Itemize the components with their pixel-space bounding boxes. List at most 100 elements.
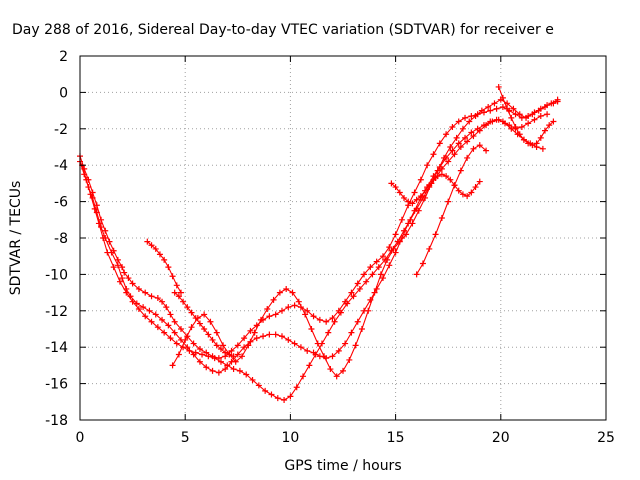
- y-tick-label: -18: [45, 413, 68, 429]
- data-point-plus-marker: [154, 295, 161, 302]
- data-point-plus-marker: [434, 173, 441, 180]
- data-point-plus-marker: [264, 305, 271, 312]
- data-point-plus-marker: [272, 311, 279, 318]
- data-point-plus-marker: [196, 358, 203, 365]
- data-point-plus-marker: [401, 194, 408, 201]
- data-point-plus-marker: [205, 353, 212, 360]
- data-point-plus-marker: [483, 122, 490, 129]
- data-point-plus-marker: [213, 329, 220, 336]
- data-point-plus-marker: [508, 125, 515, 132]
- data-series: [77, 111, 551, 376]
- data-point-plus-marker: [462, 114, 469, 121]
- data-point-plus-marker: [348, 289, 355, 296]
- data-point-plus-marker: [116, 278, 123, 285]
- data-point-plus-marker: [217, 358, 224, 365]
- data-point-plus-marker: [142, 289, 149, 296]
- data-point-plus-marker: [102, 227, 109, 234]
- data-point-plus-marker: [390, 245, 397, 252]
- data-point-plus-marker: [188, 309, 195, 316]
- data-point-plus-marker: [310, 313, 317, 320]
- data-point-plus-marker: [422, 194, 429, 201]
- data-point-plus-marker: [419, 260, 426, 267]
- data-point-plus-marker: [251, 329, 258, 336]
- data-point-plus-marker: [173, 340, 180, 347]
- data-point-plus-marker: [392, 231, 399, 238]
- data-point-plus-marker: [276, 289, 283, 296]
- data-point-plus-marker: [312, 351, 319, 358]
- plot-area: [77, 83, 561, 403]
- y-tick-label: -12: [45, 304, 68, 320]
- data-point-plus-marker: [190, 340, 197, 347]
- data-point-plus-marker: [464, 138, 471, 145]
- data-point-plus-marker: [457, 144, 464, 150]
- y-tick-label: 0: [59, 85, 68, 101]
- data-point-plus-marker: [466, 118, 473, 125]
- data-point-plus-marker: [297, 344, 304, 351]
- data-point-plus-marker: [445, 158, 452, 165]
- data-point-plus-marker: [537, 113, 544, 120]
- data-point-plus-marker: [241, 335, 248, 342]
- data-point-plus-marker: [209, 336, 216, 343]
- data-point-plus-marker: [367, 264, 374, 271]
- data-point-plus-marker: [409, 220, 416, 227]
- data-point-plus-marker: [196, 320, 203, 327]
- data-point-plus-marker: [443, 131, 450, 138]
- data-point-plus-marker: [91, 205, 98, 212]
- data-point-plus-marker: [169, 362, 176, 369]
- data-point-plus-marker: [245, 342, 252, 349]
- data-point-plus-marker: [504, 105, 511, 112]
- data-point-plus-marker: [125, 275, 132, 282]
- data-point-plus-marker: [365, 307, 372, 314]
- data-point-plus-marker: [529, 111, 536, 118]
- data-point-plus-marker: [272, 331, 279, 338]
- data-point-plus-marker: [379, 253, 386, 260]
- data-point-plus-marker: [510, 105, 517, 112]
- data-point-plus-marker: [171, 329, 178, 336]
- data-point-plus-marker: [356, 285, 363, 292]
- data-point-plus-marker: [148, 242, 155, 249]
- data-point-plus-marker: [211, 355, 218, 362]
- data-point-plus-marker: [453, 134, 460, 141]
- data-point-plus-marker: [392, 184, 399, 191]
- data-point-plus-marker: [535, 107, 542, 114]
- data-point-plus-marker: [295, 298, 302, 305]
- data-point-plus-marker: [255, 382, 262, 389]
- data-point-plus-marker: [468, 189, 475, 196]
- data-point-plus-marker: [462, 134, 469, 141]
- data-point-plus-marker: [455, 187, 462, 194]
- data-point-plus-marker: [180, 298, 187, 305]
- data-point-plus-marker: [281, 396, 288, 403]
- x-tick-label: 5: [181, 430, 190, 446]
- data-point-plus-marker: [129, 298, 136, 305]
- data-point-plus-marker: [257, 316, 264, 323]
- data-point-plus-marker: [300, 373, 307, 380]
- data-point-plus-marker: [546, 122, 553, 129]
- data-point-plus-marker: [451, 151, 458, 158]
- data-point-plus-marker: [171, 318, 178, 325]
- data-point-plus-marker: [487, 107, 494, 114]
- data-point-plus-marker: [544, 111, 551, 118]
- data-point-plus-marker: [508, 114, 515, 121]
- data-point-plus-marker: [354, 318, 361, 325]
- data-point-plus-marker: [396, 189, 403, 196]
- data-point-plus-marker: [548, 100, 555, 107]
- data-point-plus-marker: [533, 140, 540, 147]
- data-point-plus-marker: [215, 369, 222, 376]
- data-point-plus-marker: [274, 395, 281, 402]
- data-point-plus-marker: [169, 273, 176, 280]
- data-point-plus-marker: [348, 329, 355, 336]
- data-point-plus-marker: [550, 118, 557, 125]
- data-point-plus-marker: [314, 340, 321, 347]
- data-point-plus-marker: [114, 256, 121, 263]
- data-point-plus-marker: [520, 136, 527, 143]
- data-point-plus-marker: [554, 96, 561, 103]
- data-point-plus-marker: [516, 111, 523, 118]
- data-point-plus-marker: [316, 316, 323, 323]
- data-point-plus-marker: [207, 318, 214, 325]
- data-point-plus-marker: [369, 271, 376, 278]
- data-point-plus-marker: [422, 187, 429, 194]
- data-point-plus-marker: [417, 193, 424, 200]
- data-point-plus-marker: [119, 275, 126, 282]
- data-point-plus-marker: [304, 307, 311, 314]
